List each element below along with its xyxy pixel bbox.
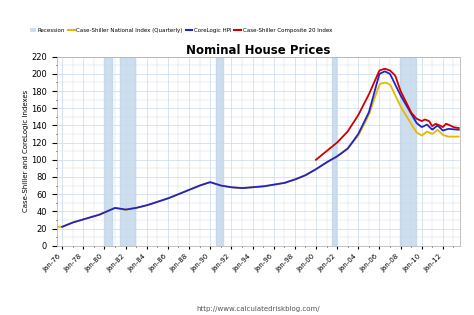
Bar xyxy=(216,57,223,246)
Bar xyxy=(104,57,111,246)
Legend: Recession, Case-Shiller National Index (Quarterly), CoreLogic HPI, Case-Shiller : Recession, Case-Shiller National Index (… xyxy=(27,26,334,35)
Bar xyxy=(332,57,336,246)
Text: http://www.calculatedriskblog.com/: http://www.calculatedriskblog.com/ xyxy=(197,306,320,312)
Bar xyxy=(120,57,136,246)
Bar xyxy=(400,57,417,246)
Y-axis label: Case-Shiller and CoreLogic Indexes: Case-Shiller and CoreLogic Indexes xyxy=(22,90,28,212)
Title: Nominal House Prices: Nominal House Prices xyxy=(186,44,330,57)
